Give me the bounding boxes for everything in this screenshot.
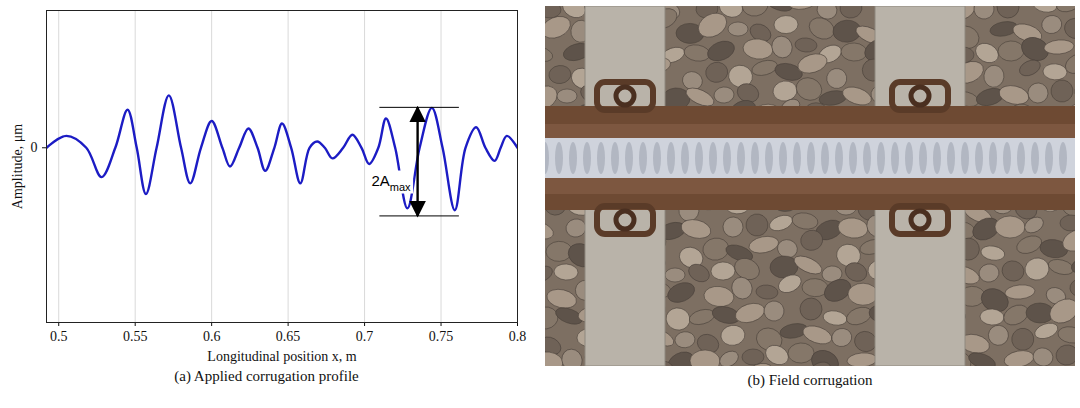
svg-text:Amplitude, μm: Amplitude, μm (10, 124, 25, 209)
html-text:(a) Applied corrugation profil: (a) Applied corrugation profile (174, 368, 359, 384)
svg-text:0.7: 0.7 (356, 329, 374, 344)
svg-text:2Amax: 2Amax (371, 172, 411, 193)
svg-text:0.8: 0.8 (509, 329, 527, 344)
svg-text:0.65: 0.65 (276, 329, 301, 344)
html-text:(b) Field corrugation: (b) Field corrugation (747, 372, 873, 388)
svg-text:0: 0 (31, 140, 38, 155)
svg-text:0.75: 0.75 (429, 329, 454, 344)
svg-text:0.6: 0.6 (203, 329, 221, 344)
svg-text:Longitudinal position x, m: Longitudinal position x, m (207, 349, 356, 364)
svg-text:0.5: 0.5 (50, 329, 68, 344)
svg-text:0.55: 0.55 (123, 329, 148, 344)
